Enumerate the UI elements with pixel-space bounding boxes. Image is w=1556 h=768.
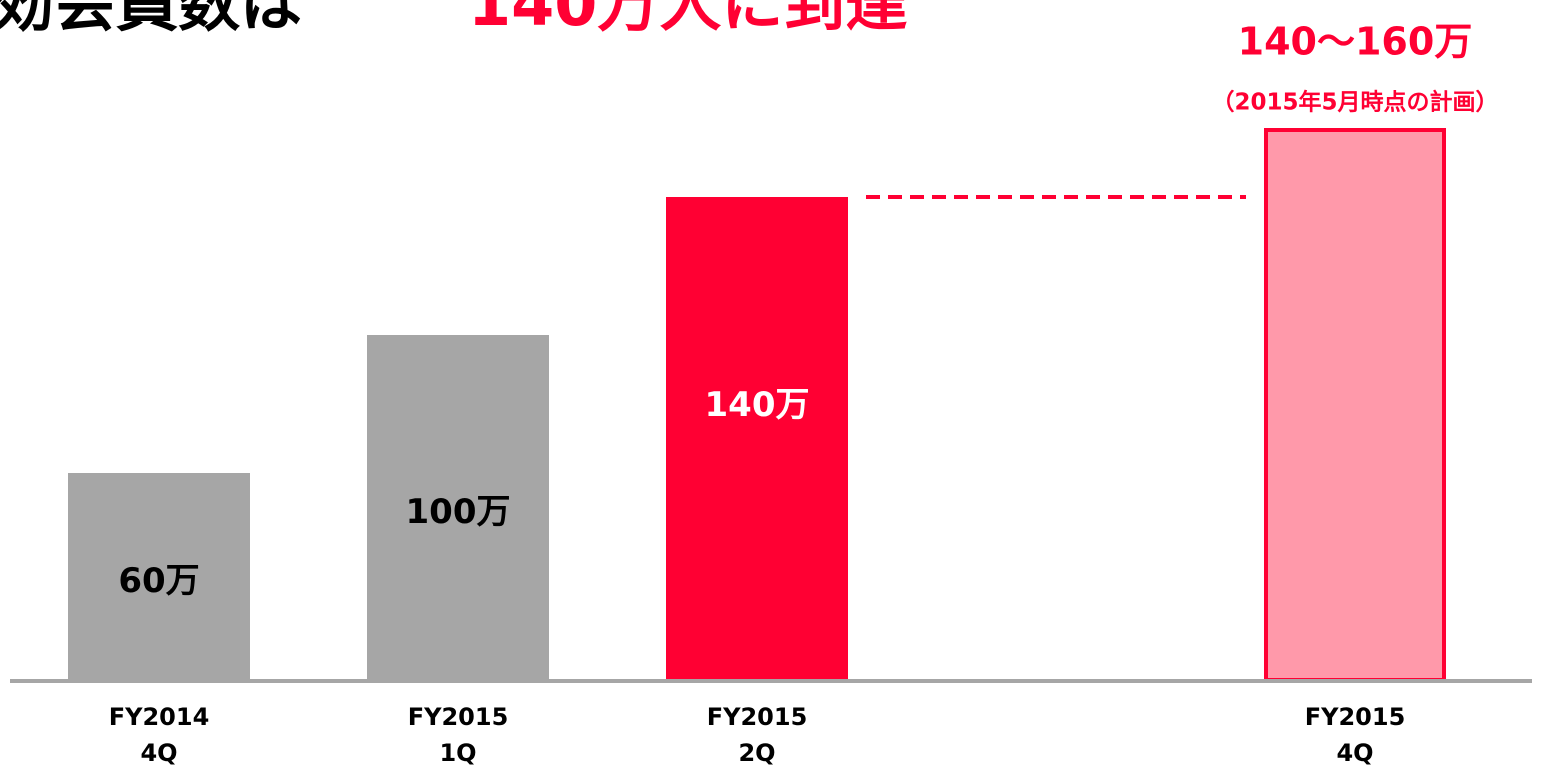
x-tick-label: 2Q <box>738 739 775 767</box>
bar <box>666 197 848 680</box>
bar <box>367 335 549 680</box>
x-tick-label: FY2015 <box>707 703 808 731</box>
x-tick-label: FY2015 <box>408 703 509 731</box>
x-tick-label: FY2015 <box>1305 703 1406 731</box>
data-label: 140〜160万 <box>1238 20 1473 64</box>
x-tick-label: 4Q <box>140 739 177 767</box>
x-tick-label: 4Q <box>1336 739 1373 767</box>
bar <box>68 473 250 680</box>
x-tick-label: FY2014 <box>109 703 210 731</box>
data-label: 60万 <box>118 561 199 601</box>
annotation: （2015年5月時点の計画） <box>1211 89 1498 116</box>
chart-title: 効会員数は <box>0 0 302 40</box>
x-tick-label: 1Q <box>439 739 476 767</box>
data-label: 100万 <box>406 492 511 532</box>
chart-title-highlight: 140万人に到達 <box>468 0 907 40</box>
data-label: 140万 <box>705 385 810 425</box>
bar <box>1264 128 1446 682</box>
